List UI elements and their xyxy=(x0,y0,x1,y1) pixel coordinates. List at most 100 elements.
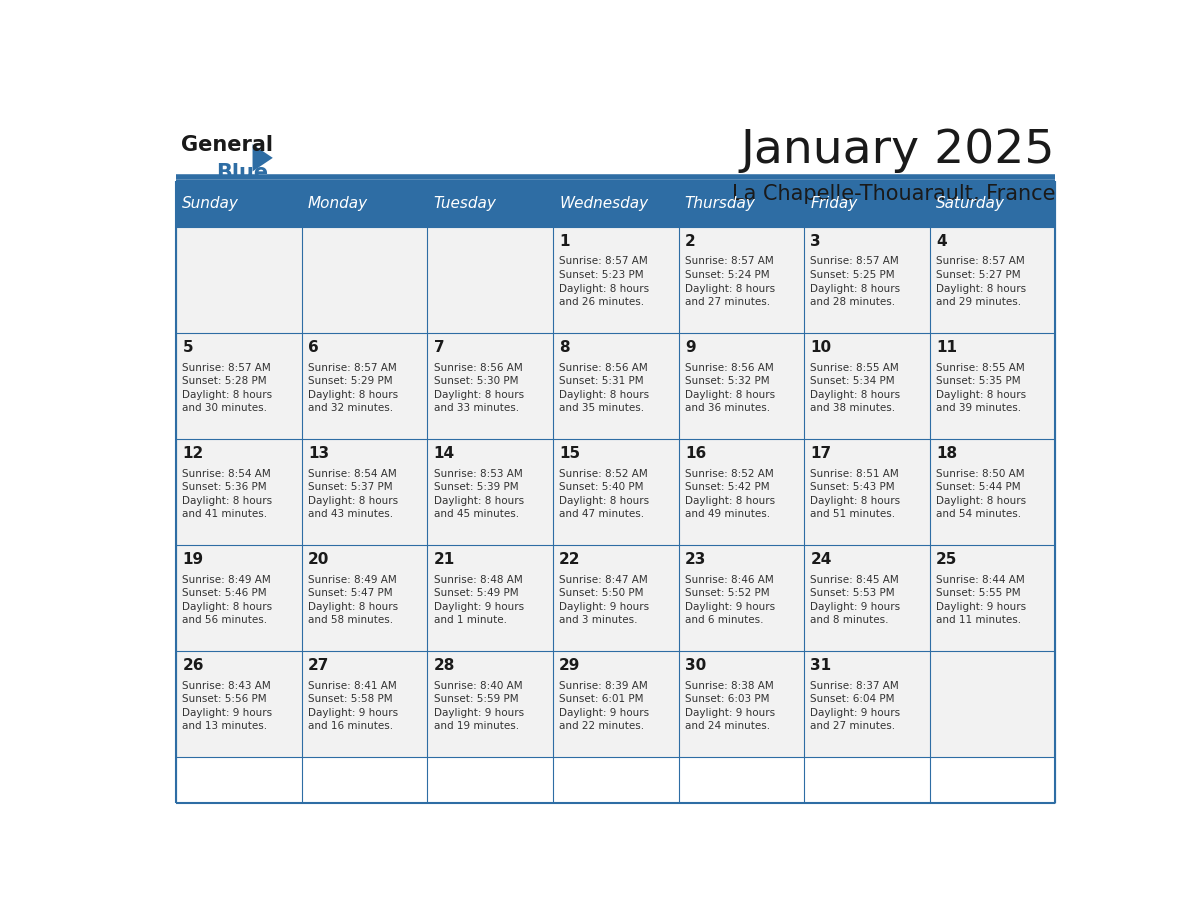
Text: Sunrise: 8:56 AM
Sunset: 5:31 PM
Daylight: 8 hours
and 35 minutes.: Sunrise: 8:56 AM Sunset: 5:31 PM Dayligh… xyxy=(560,363,650,413)
Text: Sunrise: 8:57 AM
Sunset: 5:24 PM
Daylight: 8 hours
and 27 minutes.: Sunrise: 8:57 AM Sunset: 5:24 PM Dayligh… xyxy=(684,256,775,308)
Text: 10: 10 xyxy=(810,340,832,355)
Bar xyxy=(428,227,552,333)
Text: Sunrise: 8:57 AM
Sunset: 5:25 PM
Daylight: 8 hours
and 28 minutes.: Sunrise: 8:57 AM Sunset: 5:25 PM Dayligh… xyxy=(810,256,901,308)
Text: 19: 19 xyxy=(183,552,203,567)
Text: Tuesday: Tuesday xyxy=(434,196,497,211)
Bar xyxy=(552,439,678,545)
Text: Sunrise: 8:51 AM
Sunset: 5:43 PM
Daylight: 8 hours
and 51 minutes.: Sunrise: 8:51 AM Sunset: 5:43 PM Dayligh… xyxy=(810,468,901,520)
Text: Sunrise: 8:57 AM
Sunset: 5:28 PM
Daylight: 8 hours
and 30 minutes.: Sunrise: 8:57 AM Sunset: 5:28 PM Dayligh… xyxy=(183,363,272,413)
Bar xyxy=(804,651,930,757)
Text: 23: 23 xyxy=(684,552,706,567)
Text: Sunrise: 8:54 AM
Sunset: 5:37 PM
Daylight: 8 hours
and 43 minutes.: Sunrise: 8:54 AM Sunset: 5:37 PM Dayligh… xyxy=(308,468,398,520)
Text: 4: 4 xyxy=(936,234,947,249)
Text: Sunrise: 8:45 AM
Sunset: 5:53 PM
Daylight: 9 hours
and 8 minutes.: Sunrise: 8:45 AM Sunset: 5:53 PM Dayligh… xyxy=(810,575,901,625)
Text: 5: 5 xyxy=(183,340,192,355)
Text: Friday: Friday xyxy=(810,196,858,211)
Bar xyxy=(176,333,302,439)
Text: Sunrise: 8:48 AM
Sunset: 5:49 PM
Daylight: 9 hours
and 1 minute.: Sunrise: 8:48 AM Sunset: 5:49 PM Dayligh… xyxy=(434,575,524,625)
Bar xyxy=(176,545,302,651)
Bar xyxy=(804,545,930,651)
Bar xyxy=(930,227,1055,333)
Text: 14: 14 xyxy=(434,446,455,461)
Text: Sunrise: 8:41 AM
Sunset: 5:58 PM
Daylight: 9 hours
and 16 minutes.: Sunrise: 8:41 AM Sunset: 5:58 PM Dayligh… xyxy=(308,680,398,732)
Text: 2: 2 xyxy=(684,234,696,249)
Bar xyxy=(302,545,428,651)
Text: Thursday: Thursday xyxy=(684,196,756,211)
Bar xyxy=(930,333,1055,439)
Text: Sunrise: 8:46 AM
Sunset: 5:52 PM
Daylight: 9 hours
and 6 minutes.: Sunrise: 8:46 AM Sunset: 5:52 PM Dayligh… xyxy=(684,575,775,625)
Bar xyxy=(678,227,804,333)
Text: 9: 9 xyxy=(684,340,695,355)
Text: Sunrise: 8:37 AM
Sunset: 6:04 PM
Daylight: 9 hours
and 27 minutes.: Sunrise: 8:37 AM Sunset: 6:04 PM Dayligh… xyxy=(810,680,901,732)
Text: 7: 7 xyxy=(434,340,444,355)
Bar xyxy=(678,545,804,651)
Text: Sunrise: 8:39 AM
Sunset: 6:01 PM
Daylight: 9 hours
and 22 minutes.: Sunrise: 8:39 AM Sunset: 6:01 PM Dayligh… xyxy=(560,680,650,732)
Text: General: General xyxy=(181,135,273,155)
Polygon shape xyxy=(253,144,273,172)
Text: Sunday: Sunday xyxy=(183,196,239,211)
Bar xyxy=(804,227,930,333)
Text: Sunrise: 8:57 AM
Sunset: 5:23 PM
Daylight: 8 hours
and 26 minutes.: Sunrise: 8:57 AM Sunset: 5:23 PM Dayligh… xyxy=(560,256,650,308)
Bar xyxy=(302,333,428,439)
Bar xyxy=(552,333,678,439)
Text: 16: 16 xyxy=(684,446,706,461)
Bar xyxy=(428,439,552,545)
Bar xyxy=(552,181,678,227)
Text: 21: 21 xyxy=(434,552,455,567)
Text: 8: 8 xyxy=(560,340,570,355)
Text: Sunrise: 8:47 AM
Sunset: 5:50 PM
Daylight: 9 hours
and 3 minutes.: Sunrise: 8:47 AM Sunset: 5:50 PM Dayligh… xyxy=(560,575,650,625)
Text: La Chapelle-Thouarault, France: La Chapelle-Thouarault, France xyxy=(732,185,1055,205)
Text: 3: 3 xyxy=(810,234,821,249)
Text: 12: 12 xyxy=(183,446,203,461)
Bar xyxy=(176,227,302,333)
Text: Sunrise: 8:50 AM
Sunset: 5:44 PM
Daylight: 8 hours
and 54 minutes.: Sunrise: 8:50 AM Sunset: 5:44 PM Dayligh… xyxy=(936,468,1026,520)
Bar xyxy=(302,651,428,757)
Text: 6: 6 xyxy=(308,340,318,355)
Text: Sunrise: 8:57 AM
Sunset: 5:29 PM
Daylight: 8 hours
and 32 minutes.: Sunrise: 8:57 AM Sunset: 5:29 PM Dayligh… xyxy=(308,363,398,413)
Text: Sunrise: 8:56 AM
Sunset: 5:30 PM
Daylight: 8 hours
and 33 minutes.: Sunrise: 8:56 AM Sunset: 5:30 PM Dayligh… xyxy=(434,363,524,413)
Bar xyxy=(552,227,678,333)
Bar xyxy=(930,181,1055,227)
Bar xyxy=(678,181,804,227)
Text: 13: 13 xyxy=(308,446,329,461)
Bar xyxy=(302,227,428,333)
Text: Sunrise: 8:54 AM
Sunset: 5:36 PM
Daylight: 8 hours
and 41 minutes.: Sunrise: 8:54 AM Sunset: 5:36 PM Dayligh… xyxy=(183,468,272,520)
Text: Sunrise: 8:56 AM
Sunset: 5:32 PM
Daylight: 8 hours
and 36 minutes.: Sunrise: 8:56 AM Sunset: 5:32 PM Dayligh… xyxy=(684,363,775,413)
Bar xyxy=(930,651,1055,757)
Text: 28: 28 xyxy=(434,658,455,673)
Text: 31: 31 xyxy=(810,658,832,673)
Text: 27: 27 xyxy=(308,658,329,673)
Bar xyxy=(930,545,1055,651)
Bar xyxy=(428,651,552,757)
Text: Sunrise: 8:38 AM
Sunset: 6:03 PM
Daylight: 9 hours
and 24 minutes.: Sunrise: 8:38 AM Sunset: 6:03 PM Dayligh… xyxy=(684,680,775,732)
Text: Wednesday: Wednesday xyxy=(560,196,649,211)
Text: 1: 1 xyxy=(560,234,570,249)
Text: 22: 22 xyxy=(560,552,581,567)
Text: Sunrise: 8:49 AM
Sunset: 5:46 PM
Daylight: 8 hours
and 56 minutes.: Sunrise: 8:49 AM Sunset: 5:46 PM Dayligh… xyxy=(183,575,272,625)
Text: Sunrise: 8:53 AM
Sunset: 5:39 PM
Daylight: 8 hours
and 45 minutes.: Sunrise: 8:53 AM Sunset: 5:39 PM Dayligh… xyxy=(434,468,524,520)
Text: 24: 24 xyxy=(810,552,832,567)
Bar xyxy=(428,333,552,439)
Text: Sunrise: 8:44 AM
Sunset: 5:55 PM
Daylight: 9 hours
and 11 minutes.: Sunrise: 8:44 AM Sunset: 5:55 PM Dayligh… xyxy=(936,575,1026,625)
Bar xyxy=(930,439,1055,545)
Bar xyxy=(302,439,428,545)
Text: 11: 11 xyxy=(936,340,958,355)
Bar xyxy=(678,439,804,545)
Bar xyxy=(428,181,552,227)
Text: 30: 30 xyxy=(684,658,706,673)
Text: 18: 18 xyxy=(936,446,958,461)
Text: 26: 26 xyxy=(183,658,204,673)
Bar xyxy=(302,181,428,227)
Text: Sunrise: 8:43 AM
Sunset: 5:56 PM
Daylight: 9 hours
and 13 minutes.: Sunrise: 8:43 AM Sunset: 5:56 PM Dayligh… xyxy=(183,680,272,732)
Text: Monday: Monday xyxy=(308,196,368,211)
Text: Sunrise: 8:49 AM
Sunset: 5:47 PM
Daylight: 8 hours
and 58 minutes.: Sunrise: 8:49 AM Sunset: 5:47 PM Dayligh… xyxy=(308,575,398,625)
Text: 20: 20 xyxy=(308,552,329,567)
Text: Saturday: Saturday xyxy=(936,196,1005,211)
Bar xyxy=(428,545,552,651)
Bar xyxy=(804,333,930,439)
Bar xyxy=(176,439,302,545)
Text: Sunrise: 8:55 AM
Sunset: 5:35 PM
Daylight: 8 hours
and 39 minutes.: Sunrise: 8:55 AM Sunset: 5:35 PM Dayligh… xyxy=(936,363,1026,413)
Text: 29: 29 xyxy=(560,658,581,673)
Text: Sunrise: 8:40 AM
Sunset: 5:59 PM
Daylight: 9 hours
and 19 minutes.: Sunrise: 8:40 AM Sunset: 5:59 PM Dayligh… xyxy=(434,680,524,732)
Text: 25: 25 xyxy=(936,552,958,567)
